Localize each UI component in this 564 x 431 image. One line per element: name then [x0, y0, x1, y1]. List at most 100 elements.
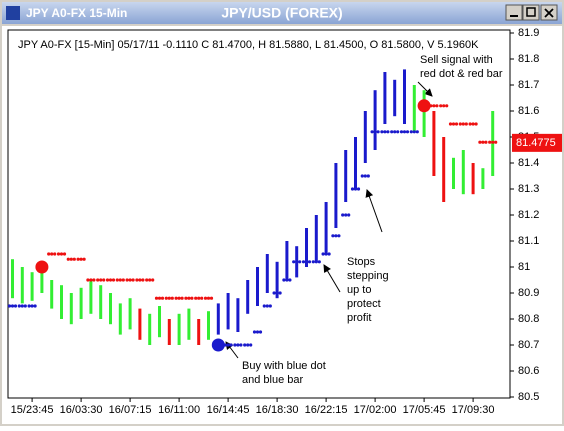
stop-dots [301, 260, 312, 264]
stop-dot [337, 234, 341, 238]
stop-dot [324, 252, 328, 256]
stop-dot [105, 278, 110, 282]
stop-dots [233, 343, 243, 347]
x-tick-label: 16/18:30 [256, 404, 299, 416]
price-bar [99, 285, 103, 319]
stop-dot [360, 174, 364, 178]
stop-dot [170, 296, 174, 300]
stop-dot [445, 104, 449, 108]
stop-dot [317, 260, 321, 264]
y-tick-label: 80.9 [518, 287, 539, 299]
stop-dot [468, 122, 472, 126]
stop-dot [125, 278, 129, 282]
info-line: JPY A0-FX [15-Min] 05/17/11 -0.1110 C 81… [18, 39, 479, 51]
price-bar [148, 313, 152, 345]
stop-dot [331, 234, 335, 238]
stop-dot [180, 296, 184, 300]
stop-dot [363, 174, 367, 178]
y-tick-label: 81.1 [518, 235, 539, 247]
stop-dot [295, 260, 299, 264]
stop-dot [246, 343, 250, 347]
x-tick-label: 16/22:15 [305, 404, 348, 416]
stop-dot [102, 278, 106, 282]
stop-dot [187, 296, 191, 300]
title-bar [2, 2, 562, 24]
stop-dot [386, 130, 390, 134]
y-tick-label: 81.9 [518, 27, 539, 39]
price-bar [50, 280, 54, 309]
stop-dots [17, 304, 27, 308]
stop-dot [128, 278, 132, 282]
stop-dots [370, 130, 380, 134]
price-bar [471, 163, 475, 195]
annotation: stepping [347, 270, 389, 282]
stop-dot [249, 343, 253, 347]
stop-dot [86, 278, 90, 282]
price-bar [20, 267, 24, 304]
stop-dot [131, 278, 135, 282]
minimize-button[interactable] [505, 4, 523, 21]
price-bar [207, 311, 210, 340]
stop-dots [321, 252, 331, 256]
stop-dot [464, 122, 468, 126]
stop-dot [370, 130, 374, 134]
stop-dot [285, 278, 289, 282]
stop-dot [494, 140, 498, 144]
stop-dot [373, 130, 377, 134]
window-buttons[interactable] [505, 4, 558, 21]
price-bar [256, 267, 259, 306]
price-bar [40, 261, 44, 293]
stop-dot [265, 304, 269, 308]
stop-dot [200, 296, 204, 300]
x-tick-label: 17/02:00 [354, 404, 397, 416]
annotation: protect [347, 298, 381, 310]
stop-dot [236, 343, 240, 347]
stop-dots [125, 278, 135, 282]
stop-dot [484, 140, 488, 144]
stop-dot [474, 122, 478, 126]
stop-dots [135, 278, 145, 282]
stop-dots [399, 130, 410, 134]
stop-dot [157, 296, 162, 300]
price-bar [187, 308, 191, 340]
window-title: JPY A0-FX 15-Min [26, 6, 127, 20]
stop-dot [226, 343, 230, 347]
stop-dots [488, 140, 498, 144]
price-bar [334, 163, 338, 228]
stop-dot [7, 304, 12, 308]
stop-dots [7, 304, 18, 308]
price-bar [11, 259, 14, 299]
stop-dots [164, 296, 174, 300]
price-bar [138, 308, 142, 340]
stop-dots [380, 130, 390, 134]
price-bar [481, 168, 485, 189]
stop-dot [239, 343, 243, 347]
stop-dots [27, 304, 37, 308]
price-bar [30, 272, 34, 301]
stop-dot [197, 296, 201, 300]
price-bar [167, 319, 171, 345]
stop-dot [89, 278, 93, 282]
stop-dots [66, 257, 76, 261]
price-bar [412, 85, 416, 132]
stop-dot [174, 296, 178, 300]
y-tick-label: 80.6 [518, 365, 539, 377]
stop-dot [448, 122, 453, 126]
stop-dot [160, 296, 165, 300]
stop-dot [288, 278, 292, 282]
stop-dot [383, 130, 387, 134]
stop-dots [47, 252, 57, 256]
stop-dot [376, 130, 380, 134]
price-bar [79, 287, 83, 319]
stop-dot [177, 296, 181, 300]
stop-dots [341, 213, 351, 217]
y-tick-label: 81.3 [518, 183, 539, 195]
stop-dot [272, 291, 276, 295]
stop-dot [366, 174, 370, 178]
stop-dot [350, 187, 355, 191]
y-tick-label: 81.6 [518, 105, 539, 117]
stop-dot [99, 278, 103, 282]
stop-dot [66, 257, 70, 261]
stop-dot [92, 278, 96, 282]
